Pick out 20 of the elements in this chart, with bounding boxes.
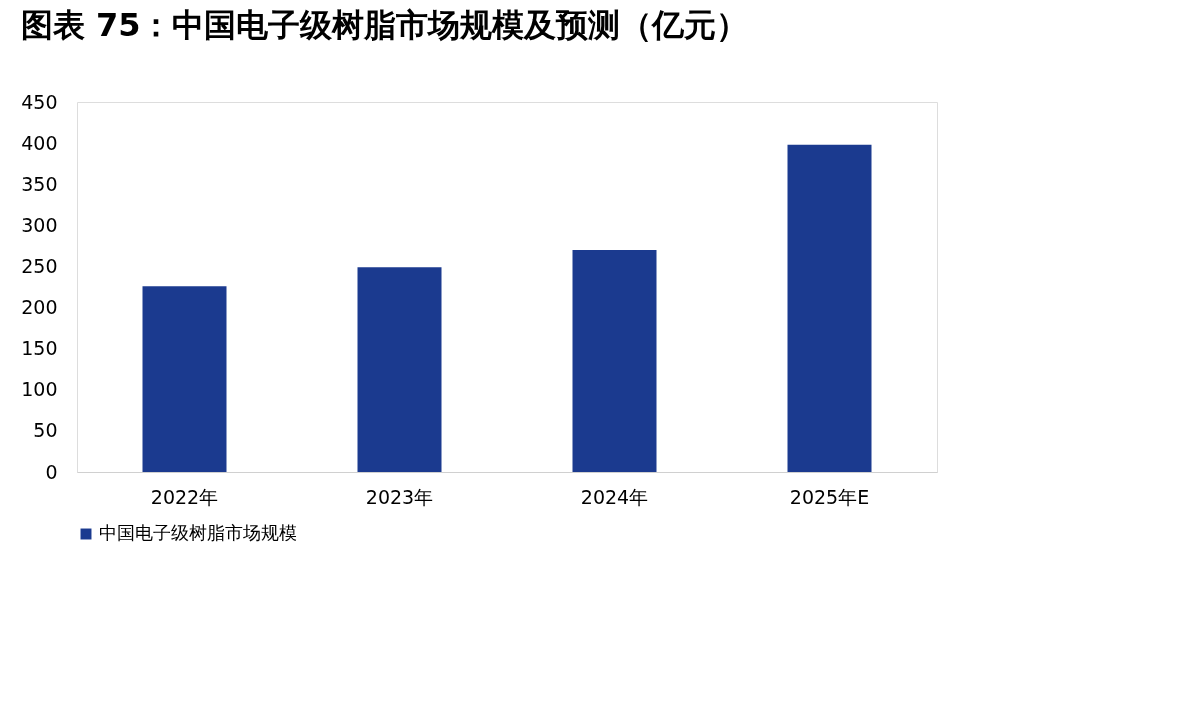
x-tick-label: 2024年 <box>580 485 649 508</box>
y-tick-label: 250 <box>21 254 58 277</box>
y-tick-label: 300 <box>21 213 58 236</box>
y-tick-label: 350 <box>21 172 58 195</box>
chart-title: 图表 75：中国电子级树脂市场规模及预测（亿元） <box>20 6 749 44</box>
x-tick-label: 2025年E <box>789 485 870 508</box>
y-tick-label: 450 <box>21 90 58 113</box>
x-tick-label: 2022年 <box>150 485 219 508</box>
y-tick-label: 100 <box>21 378 58 401</box>
bar <box>572 250 657 472</box>
bar <box>142 286 227 472</box>
y-tick-label: 400 <box>21 131 58 154</box>
y-tick-label: 150 <box>21 337 58 360</box>
bar <box>357 267 442 472</box>
bar <box>787 144 872 472</box>
legend-label: 中国电子级树脂市场规模 <box>99 522 297 543</box>
y-tick-label: 0 <box>45 460 58 483</box>
x-tick-label: 2023年 <box>365 485 434 508</box>
y-tick-label: 200 <box>21 296 58 319</box>
y-tick-label: 50 <box>33 419 58 442</box>
